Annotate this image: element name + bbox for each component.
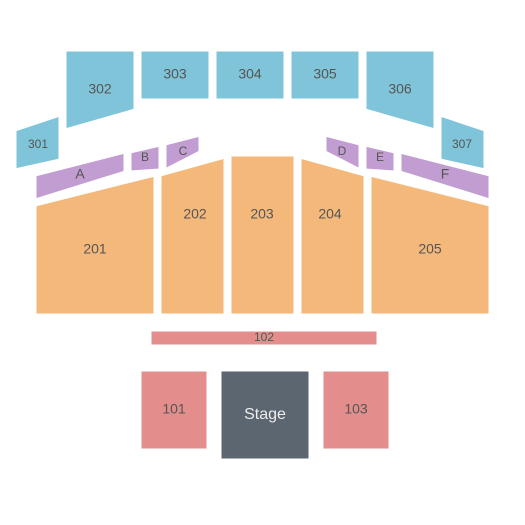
section-307[interactable]	[440, 115, 485, 170]
section-103[interactable]	[322, 370, 390, 450]
box-B[interactable]	[130, 145, 160, 172]
stage	[220, 370, 310, 460]
section-304[interactable]	[215, 50, 285, 100]
section-306[interactable]	[365, 50, 435, 130]
section-101[interactable]	[140, 370, 208, 450]
box-E[interactable]	[365, 145, 395, 172]
section-205[interactable]	[370, 175, 490, 315]
section-102[interactable]	[150, 330, 378, 346]
section-201[interactable]	[35, 175, 155, 315]
section-301[interactable]	[15, 115, 60, 170]
seating-chart: 301302303304305306307ABCDEF2012022032042…	[0, 0, 525, 525]
section-203[interactable]	[230, 155, 295, 315]
section-302[interactable]	[65, 50, 135, 130]
section-204[interactable]	[300, 157, 365, 315]
section-305[interactable]	[290, 50, 360, 100]
section-202[interactable]	[160, 157, 225, 315]
section-303[interactable]	[140, 50, 210, 100]
